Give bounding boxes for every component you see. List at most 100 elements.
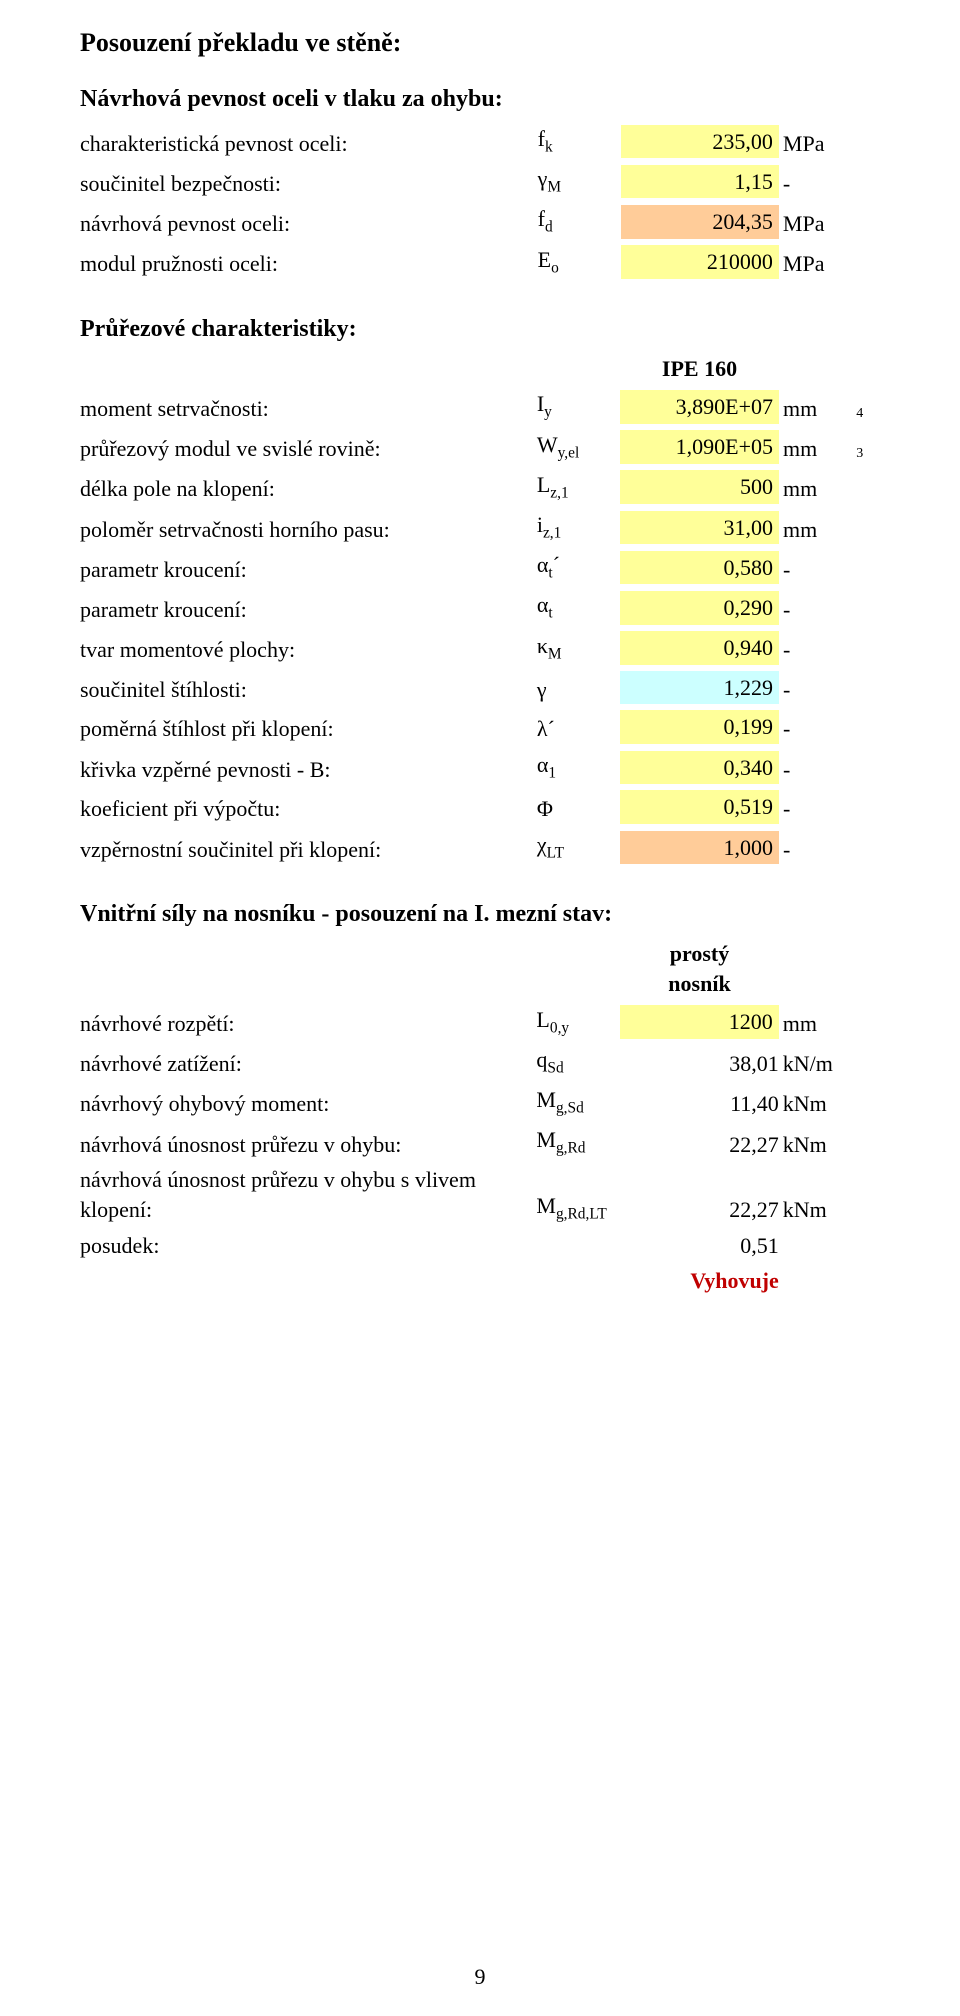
section2-table: IPE 160 moment setrvačnosti:Iy3,890E+07m… xyxy=(80,351,880,867)
row-exponent xyxy=(856,1042,880,1082)
table-row: součinitel bezpečnosti:γM1,15- xyxy=(80,161,880,201)
table-row: modul pružnosti oceli:Eo210000MPa xyxy=(80,242,880,282)
table-row: moment setrvačnosti:Iy3,890E+07mm4 xyxy=(80,386,880,426)
row-exponent xyxy=(856,547,880,587)
row-unit: kNm xyxy=(783,1082,857,1122)
row-value: 0,290 xyxy=(620,587,783,627)
row-label: parametr kroucení: xyxy=(80,547,537,587)
row-unit: - xyxy=(783,747,856,787)
table-row: návrhový ohybový moment:Mg,Sd11,40kNm xyxy=(80,1082,880,1122)
row-symbol: γM xyxy=(538,161,621,201)
row-value: 3,890E+07 xyxy=(620,386,783,426)
row-symbol: L0,y xyxy=(536,1002,620,1042)
row-value: 204,35 xyxy=(621,201,783,241)
row-label: charakteristická pevnost oceli: xyxy=(80,121,538,161)
table-row: charakteristická pevnost oceli:fk235,00M… xyxy=(80,121,880,161)
row-symbol: Mg,Sd xyxy=(536,1082,620,1122)
row-unit: - xyxy=(783,587,856,627)
section2-heading: Průřezové charakteristiky: xyxy=(80,316,880,343)
row-unit: mm xyxy=(783,427,856,467)
table-row: poloměr setrvačnosti horního pasu:iz,131… xyxy=(80,507,880,547)
row-unit: - xyxy=(783,827,856,867)
row-value: 1,090E+05 xyxy=(620,427,783,467)
section1-heading: Návrhová pevnost oceli v tlaku za ohybu: xyxy=(80,86,880,113)
row-value: 1,15 xyxy=(621,161,783,201)
row-symbol: α1 xyxy=(537,747,620,787)
row-label: moment setrvačnosti: xyxy=(80,386,537,426)
table-row: křivka vzpěrné pevnosti - B:α10,340- xyxy=(80,747,880,787)
row-symbol: χLT xyxy=(537,827,620,867)
row-label: návrhové zatížení: xyxy=(80,1042,536,1082)
row-value: 500 xyxy=(620,467,783,507)
row-symbol: Wy,el xyxy=(537,427,620,467)
row-label: návrhová pevnost oceli: xyxy=(80,201,538,241)
row-symbol: Eo xyxy=(538,242,621,282)
row-label: vzpěrnostní součinitel při klopení: xyxy=(80,827,537,867)
row-value: 0,519 xyxy=(620,787,783,827)
row-symbol: Lz,1 xyxy=(537,467,620,507)
row-unit: kNm xyxy=(783,1162,857,1227)
row-symbol: Mg,Rd xyxy=(536,1122,620,1162)
row-unit: MPa xyxy=(783,121,856,161)
row-unit: MPa xyxy=(783,201,856,241)
table-row: posudek:0,51 xyxy=(80,1228,880,1264)
row-value: 31,00 xyxy=(620,507,783,547)
row-exponent xyxy=(856,668,880,708)
row-exponent xyxy=(856,467,880,507)
row-label: průřezový modul ve svislé rovině: xyxy=(80,427,537,467)
row-symbol: Mg,Rd,LT xyxy=(536,1162,620,1227)
row-label: návrhová únosnost průřezu v ohybu: xyxy=(80,1122,536,1162)
row-symbol: λ´ xyxy=(537,707,620,747)
row-value: 0,580 xyxy=(620,547,783,587)
row-value: 0,51 xyxy=(620,1228,783,1264)
row-exponent xyxy=(856,827,880,867)
row-exponent xyxy=(856,628,880,668)
table-row: vzpěrnostní součinitel při klopení:χLT1,… xyxy=(80,827,880,867)
table-row: délka pole na klopení:Lz,1500mm xyxy=(80,467,880,507)
row-label: délka pole na klopení: xyxy=(80,467,537,507)
row-label: součinitel štíhlosti: xyxy=(80,668,537,708)
subheader-text: prostý nosník xyxy=(620,936,783,1001)
row-label: návrhové rozpětí: xyxy=(80,1002,536,1042)
row-exponent xyxy=(856,121,880,161)
row-label: součinitel bezpečnosti: xyxy=(80,161,538,201)
row-symbol: Iy xyxy=(537,386,620,426)
row-exponent xyxy=(856,747,880,787)
row-exponent xyxy=(856,161,880,201)
row-unit: mm xyxy=(783,507,856,547)
row-label: návrhová únosnost průřezu v ohybu s vliv… xyxy=(80,1162,536,1227)
row-value: 0,340 xyxy=(620,747,783,787)
subheader-row: prostý nosník xyxy=(80,936,880,1001)
table-row: koeficient při výpočtu:Φ0,519- xyxy=(80,787,880,827)
row-exponent xyxy=(856,1082,880,1122)
table-row: poměrná štíhlost při klopení:λ´0,199- xyxy=(80,707,880,747)
table-row: návrhová pevnost oceli:fd204,35MPa xyxy=(80,201,880,241)
row-value: 210000 xyxy=(621,242,783,282)
row-label: poměrná štíhlost při klopení: xyxy=(80,707,537,747)
row-unit: - xyxy=(783,787,856,827)
row-unit: mm xyxy=(783,386,856,426)
row-value: 1,000 xyxy=(620,827,783,867)
profile-row: IPE 160 xyxy=(80,351,880,387)
section3-heading: Vnitřní síly na nosníku - posouzení na I… xyxy=(80,901,880,928)
row-label: poloměr setrvačnosti horního pasu: xyxy=(80,507,537,547)
result-row: Vyhovuje xyxy=(80,1263,880,1299)
row-value: 0,940 xyxy=(620,628,783,668)
row-exponent xyxy=(856,1122,880,1162)
row-exponent: 4 xyxy=(856,386,880,426)
row-exponent xyxy=(856,1228,880,1264)
row-exponent xyxy=(856,707,880,747)
row-unit: mm xyxy=(783,467,856,507)
row-exponent xyxy=(856,787,880,827)
section1-table: charakteristická pevnost oceli:fk235,00M… xyxy=(80,121,880,282)
row-symbol: qSd xyxy=(536,1042,620,1082)
row-value: 235,00 xyxy=(621,121,783,161)
row-symbol xyxy=(536,1228,620,1264)
row-label: křivka vzpěrné pevnosti - B: xyxy=(80,747,537,787)
row-unit xyxy=(783,1228,857,1264)
row-unit: mm xyxy=(783,1002,857,1042)
row-value: 1,229 xyxy=(620,668,783,708)
table-row: průřezový modul ve svislé rovině:Wy,el1,… xyxy=(80,427,880,467)
row-value: 0,199 xyxy=(620,707,783,747)
row-unit: kN/m xyxy=(783,1042,857,1082)
